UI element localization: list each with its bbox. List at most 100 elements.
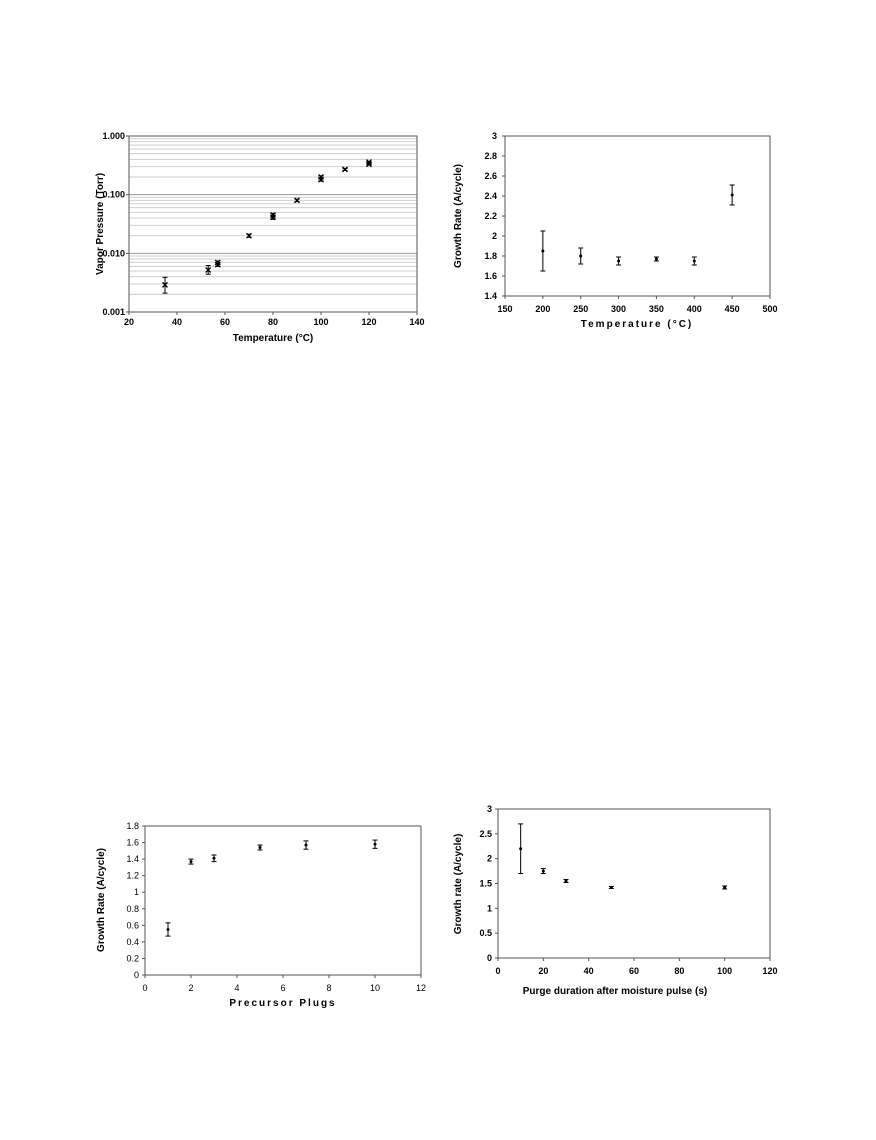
data-point xyxy=(188,858,194,865)
x-axis-label: Temperature (°C) xyxy=(581,319,694,330)
dot-marker xyxy=(189,860,193,864)
dot-marker xyxy=(730,193,734,197)
y-tick-label: 0.8 xyxy=(126,904,139,914)
x-tick-label: 0 xyxy=(142,983,147,993)
dot-marker xyxy=(258,846,262,850)
x-tick-label: 140 xyxy=(409,317,424,327)
x-marker xyxy=(214,259,221,266)
data-point xyxy=(246,232,252,239)
dot-marker xyxy=(166,927,170,931)
dot-marker xyxy=(617,259,621,263)
y-tick-label: 0 xyxy=(487,953,492,963)
plot-area-frame xyxy=(497,808,771,959)
x-marker xyxy=(294,197,300,204)
y-tick-label: 3 xyxy=(492,131,497,141)
growth-rate-temperature-chart: 150 200 250 300 350 400 450 500 1.4 1.6 1.8 2 2.2 2.… xyxy=(445,125,795,340)
dot-marker xyxy=(579,254,583,258)
x-marker xyxy=(318,174,324,180)
y-tick-label: 0.6 xyxy=(126,920,139,930)
y-tick-labels: 0 0.2 0.4 0.6 0.8 1 1.2 1.4 1.6 1.8 xyxy=(126,821,145,980)
data-point xyxy=(653,256,659,262)
x-tick-label: 500 xyxy=(762,304,777,314)
data-point xyxy=(540,868,546,875)
x-tick-label: 6 xyxy=(280,983,285,993)
dot-marker xyxy=(654,257,658,261)
y-tick-label: 1.6 xyxy=(126,838,139,848)
x-tick-labels: 20 40 60 80 100 120 140 xyxy=(124,312,425,327)
x-tick-label: 20 xyxy=(538,966,548,976)
growth-rate-plugs-svg: 0 2 4 6 8 10 12 0 0.2 0.4 0.6 0.8 1 1.2 1.4 1.6 1.8 Pre… xyxy=(96,821,426,1009)
y-tick-label: 2.5 xyxy=(479,829,492,839)
x-tick-label: 120 xyxy=(762,966,777,976)
data-point xyxy=(540,230,546,272)
x-tick-label: 120 xyxy=(361,317,376,327)
y-tick-labels: 0 0.5 1 1.5 2 2.5 3 xyxy=(479,804,498,963)
x-tick-label: 8 xyxy=(326,983,331,993)
growth-rate-plugs-chart: 0 2 4 6 8 10 12 0 0.2 0.4 0.6 0.8 1 1.2 1.4 1.6 1.8 Pre… xyxy=(90,815,435,1015)
y-tick-label: 1.8 xyxy=(484,251,497,261)
data-point xyxy=(162,276,168,294)
data-point xyxy=(342,166,348,173)
x-tick-label: 0 xyxy=(495,966,500,976)
y-axis-label: Growth Rate (A/cycle) xyxy=(96,848,107,952)
x-marker xyxy=(366,159,372,165)
x-tick-label: 10 xyxy=(370,983,380,993)
x-tick-label: 200 xyxy=(535,304,550,314)
x-tick-label: 60 xyxy=(629,966,639,976)
x-tick-label: 80 xyxy=(674,966,684,976)
x-tick-label: 4 xyxy=(234,983,239,993)
x-tick-label: 60 xyxy=(220,317,230,327)
data-point xyxy=(270,212,276,218)
y-tick-label: 0.001 xyxy=(102,307,125,317)
x-tick-label: 20 xyxy=(124,317,134,327)
x-marker xyxy=(270,214,276,221)
x-marker xyxy=(270,212,276,218)
data-point xyxy=(294,197,300,204)
x-tick-label: 80 xyxy=(268,317,278,327)
x-axis-label: Purge duration after moisture pulse (s) xyxy=(523,986,707,997)
x-tick-label: 250 xyxy=(573,304,588,314)
y-tick-label: 1.4 xyxy=(484,291,497,301)
data-point xyxy=(608,885,614,889)
data-point xyxy=(205,265,212,275)
y-tick-label: 0.010 xyxy=(102,248,125,258)
x-marker xyxy=(246,232,252,239)
y-axis-label: Growth rate (A/cycle) xyxy=(453,834,464,935)
y-tick-label: 1.8 xyxy=(126,821,139,831)
data-marks xyxy=(162,159,372,294)
y-axis-label: Vapor Pressure (Torr) xyxy=(95,173,106,275)
y-tick-label: 1.2 xyxy=(126,871,139,881)
x-tick-labels: 150 200 250 300 350 400 450 500 xyxy=(497,296,778,314)
vapor-pressure-chart: 20 40 60 80 100 120 140 0.001 0.010 0.100 1.000 T… xyxy=(90,125,435,350)
x-tick-label: 12 xyxy=(416,983,426,993)
x-marker xyxy=(214,261,221,268)
dot-marker xyxy=(692,259,696,263)
x-tick-label: 40 xyxy=(584,966,594,976)
dot-marker xyxy=(519,847,523,851)
x-axis-label: Temperature (°C) xyxy=(233,333,314,344)
x-tick-label: 450 xyxy=(725,304,740,314)
y-tick-label: 1.4 xyxy=(126,854,139,864)
data-marks xyxy=(540,184,735,272)
y-tick-label: 2 xyxy=(492,231,497,241)
data-point xyxy=(211,854,217,863)
data-point xyxy=(318,174,324,180)
data-point xyxy=(729,184,735,206)
x-tick-label: 300 xyxy=(611,304,626,314)
y-axis-label: Growth Rate (A/cycle) xyxy=(453,164,464,268)
data-point xyxy=(372,839,378,849)
growth-rate-purge-chart: 0 20 40 60 80 100 120 0 0.5 1 1.5 2 2.5 3 Purge dura… xyxy=(445,800,795,1005)
y-tick-label: 0.2 xyxy=(126,953,139,963)
x-tick-label: 40 xyxy=(172,317,182,327)
dot-marker xyxy=(541,869,545,873)
dot-marker xyxy=(564,879,568,883)
x-tick-label: 350 xyxy=(649,304,664,314)
y-tick-label: 2.8 xyxy=(484,151,497,161)
x-tick-label: 2 xyxy=(188,983,193,993)
y-tick-label: 1.6 xyxy=(484,271,497,281)
data-point xyxy=(578,247,584,265)
dot-marker xyxy=(541,249,545,253)
data-point xyxy=(722,885,728,890)
dot-marker xyxy=(212,856,216,860)
dot-marker xyxy=(723,885,727,889)
